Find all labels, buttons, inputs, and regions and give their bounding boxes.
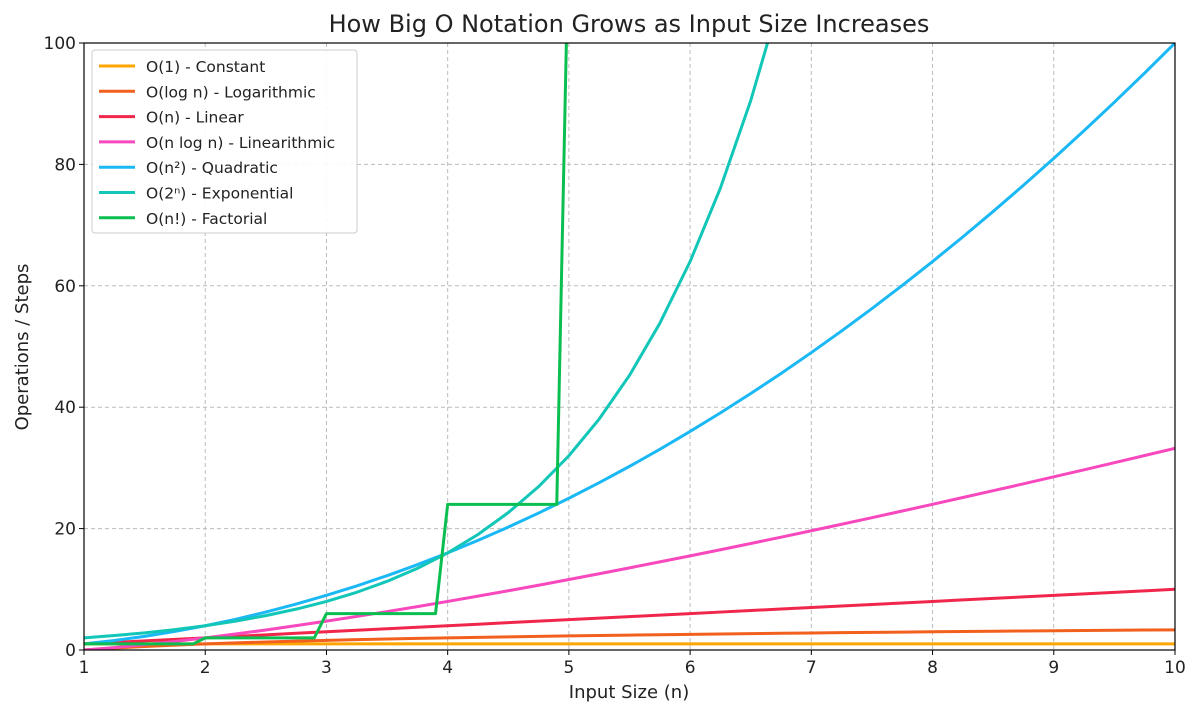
x-tick-label: 9 [1048, 658, 1059, 678]
y-tick-label: 40 [54, 398, 76, 418]
series-line-o-n-factorial [84, 43, 568, 646]
y-tick-label: 0 [65, 641, 76, 661]
legend-box [91, 49, 358, 234]
x-tick-label: 4 [442, 658, 453, 678]
series-line-o-2-exponential [84, 43, 770, 640]
y-tick-label: 100 [44, 34, 76, 54]
x-tick-label: 6 [685, 658, 696, 678]
x-tick-label: 3 [321, 658, 332, 678]
x-tick-label: 2 [200, 658, 211, 678]
legend-label: O(n) - Linear [146, 109, 244, 127]
x-axis-label: Input Size (n) [569, 682, 689, 703]
series-line-o-n-log-n-linearithmic [84, 446, 1175, 650]
y-axis-label: Operations / Steps [12, 264, 33, 431]
y-tick-label: 60 [54, 277, 76, 297]
y-tick-label: 80 [54, 155, 76, 175]
legend-label: O(n!) - Factorial [146, 210, 267, 228]
plot-frame [83, 42, 1176, 651]
legend: O(1) - Constant O(log n) - Logarithmic O(n… [91, 49, 358, 234]
series-line-o-n-linear [84, 587, 1175, 646]
legend-label: O(n²) - Quadratic [146, 159, 278, 177]
chart-title: How Big O Notation Grows as Input Size I… [329, 10, 930, 38]
x-tick-label: 1 [79, 658, 90, 678]
x-tick-label: 10 [1164, 658, 1186, 678]
legend-label: O(1) - Constant [146, 58, 265, 76]
legend-label: O(log n) - Logarithmic [146, 83, 316, 101]
legend-label: O(n log n) - Linearithmic [146, 134, 335, 152]
x-tick-label: 8 [927, 658, 938, 678]
legend-label: O(2ⁿ) - Exponential [146, 185, 293, 203]
y-tick-label: 20 [54, 520, 76, 540]
x-tick-label: 5 [563, 658, 574, 678]
series-line-o-n-quadratic [84, 43, 1175, 646]
x-tick-label: 7 [806, 658, 817, 678]
series-line-o-log-n-logarithmic [84, 628, 1175, 650]
